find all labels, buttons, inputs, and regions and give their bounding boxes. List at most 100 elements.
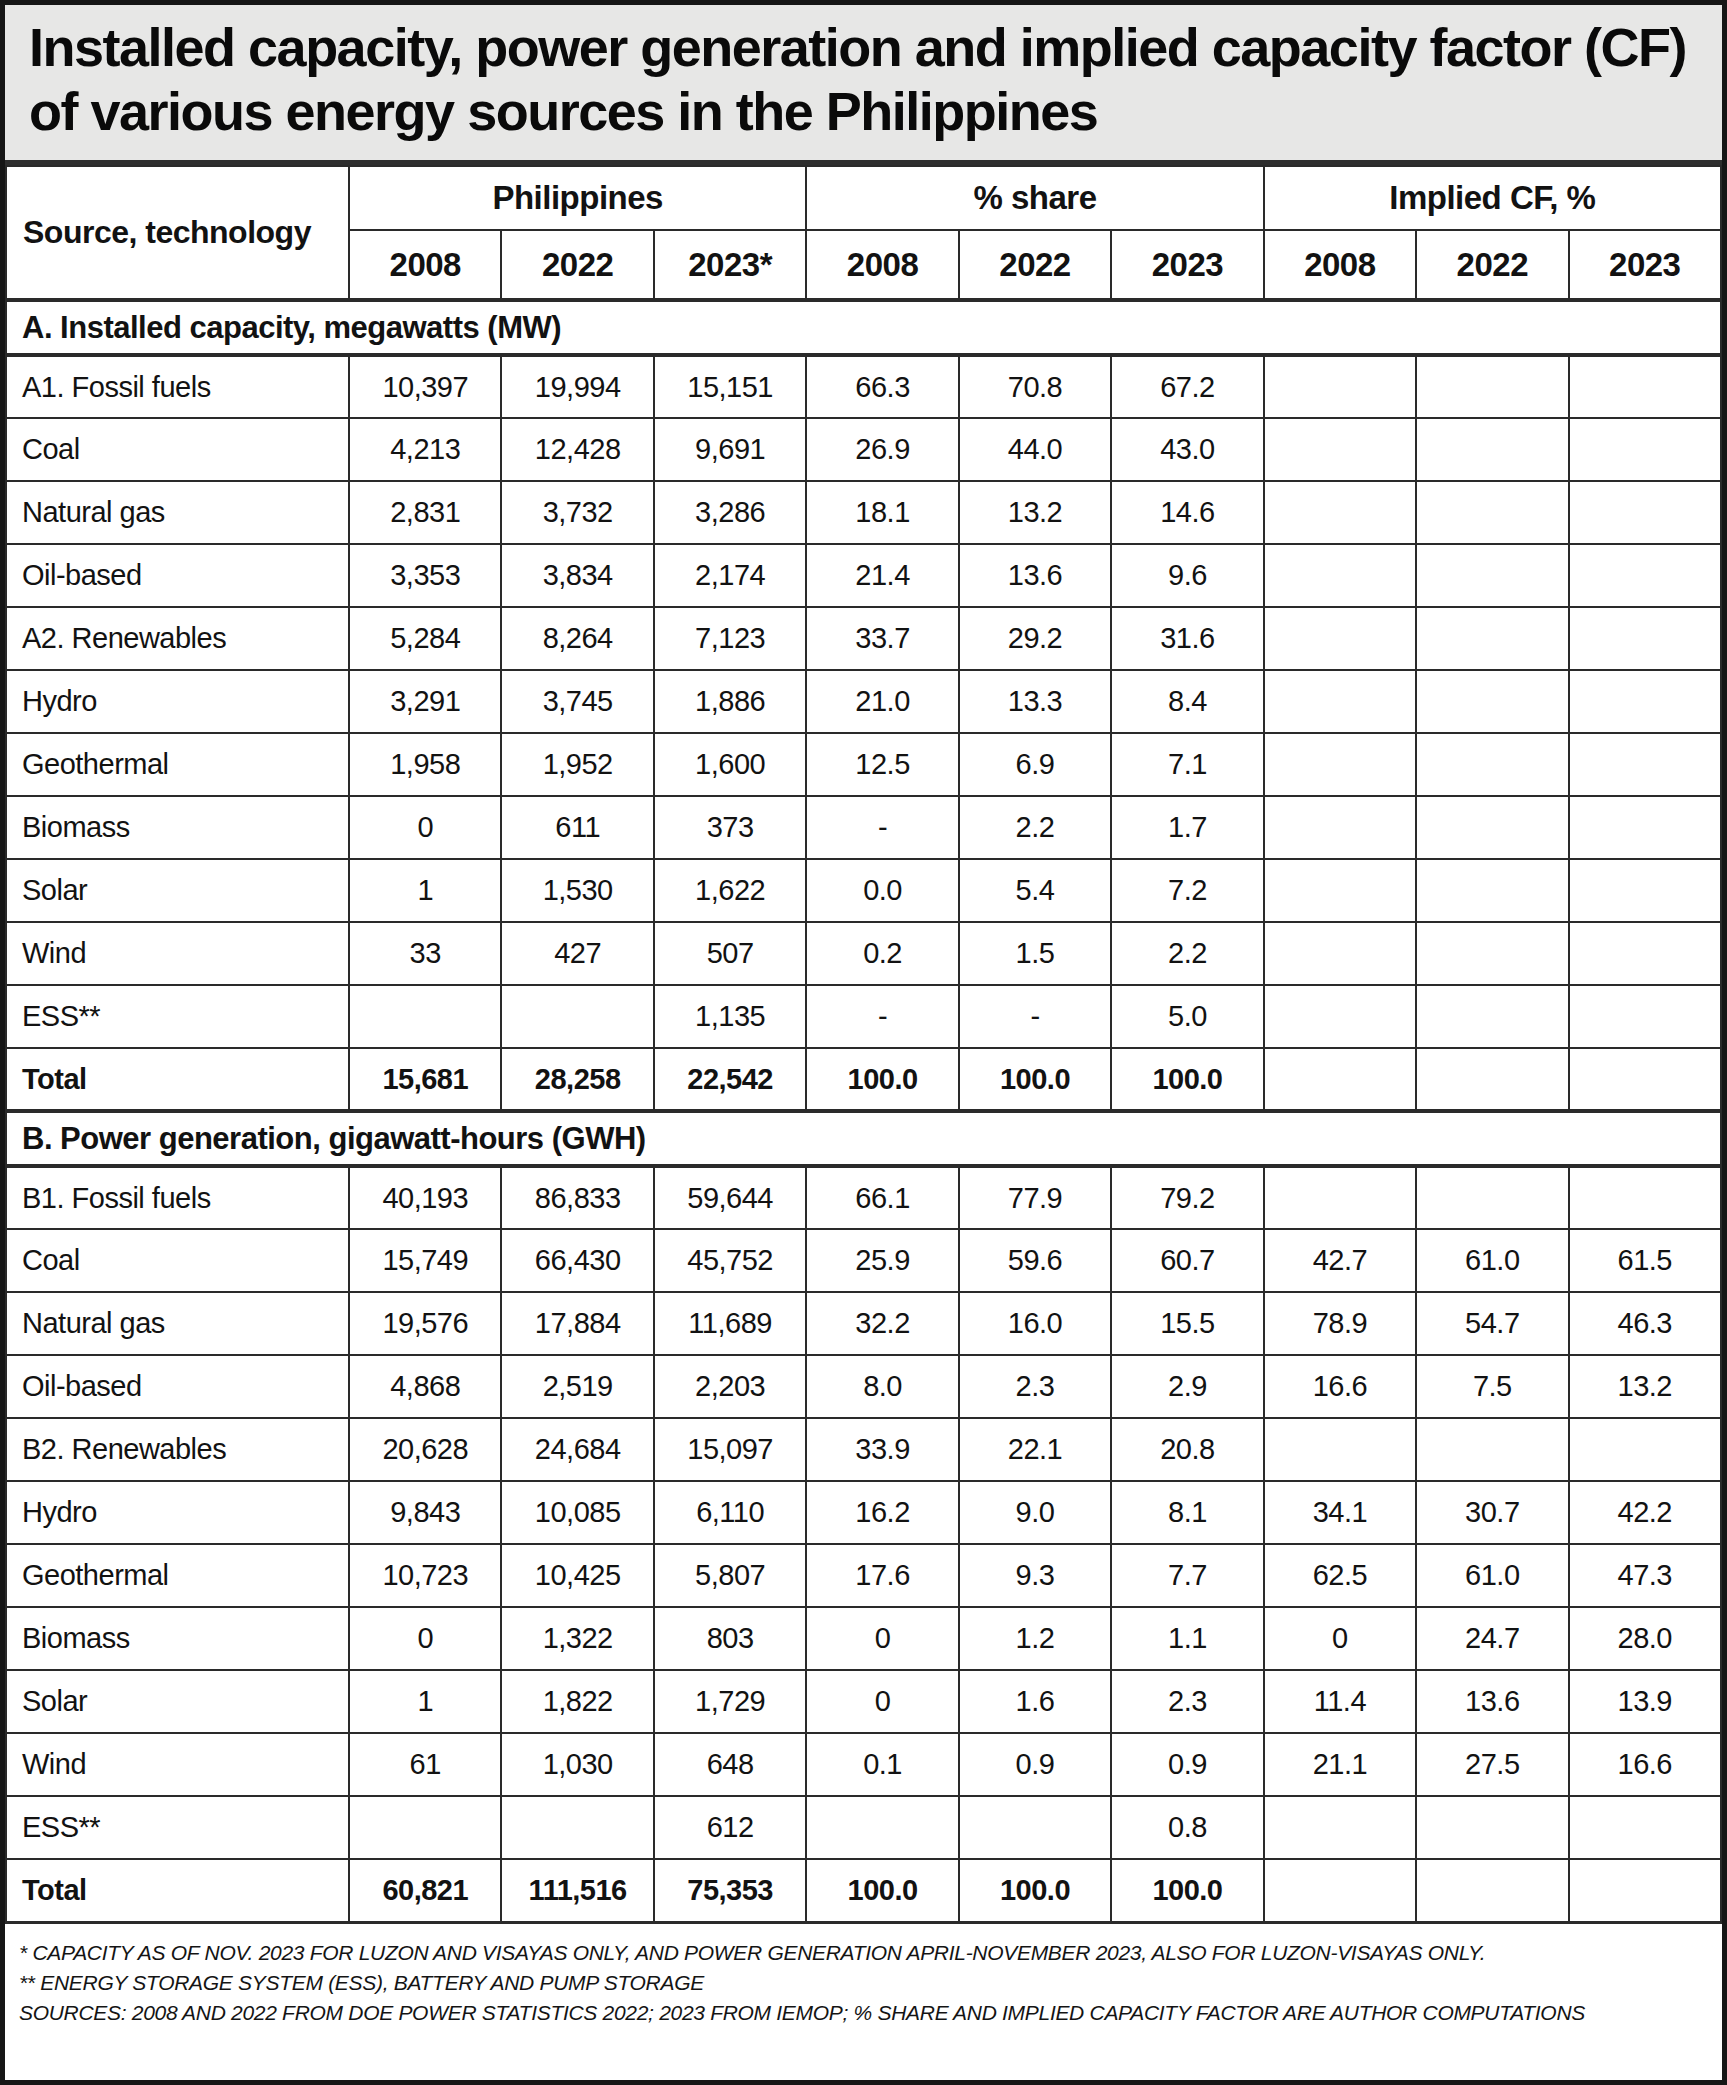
row-label: Solar [6,1670,349,1733]
value-cell: 0 [349,796,501,859]
row-label: Biomass [6,796,349,859]
value-cell: 611 [501,796,653,859]
value-cell: 3,834 [501,544,653,607]
value-cell [501,1796,653,1859]
value-cell: 1 [349,1670,501,1733]
table-row: Natural gas2,8313,7323,28618.113.214.6 [6,481,1721,544]
row-label: Wind [6,922,349,985]
table-row: Geothermal1,9581,9521,60012.56.97.1 [6,733,1721,796]
value-cell: 0.0 [806,859,958,922]
value-cell: - [806,985,958,1048]
value-cell: 100.0 [1111,1859,1263,1922]
value-cell: 1.6 [959,1670,1111,1733]
value-cell: 22.1 [959,1418,1111,1481]
row-label: A1. Fossil fuels [6,355,349,418]
value-cell: 20.8 [1111,1418,1263,1481]
value-cell [1569,481,1721,544]
row-label: Natural gas [6,1292,349,1355]
value-cell [1416,922,1568,985]
value-cell: 18.1 [806,481,958,544]
table-row: Coal4,21312,4289,69126.944.043.0 [6,418,1721,481]
value-cell: 16.6 [1569,1733,1721,1796]
value-cell [1569,1166,1721,1229]
value-cell: 2.9 [1111,1355,1263,1418]
group-header-implied-cf: Implied CF, % [1264,166,1721,230]
value-cell [1569,1048,1721,1111]
value-cell: 648 [654,1733,806,1796]
value-cell: 30.7 [1416,1481,1568,1544]
value-cell: 60,821 [349,1859,501,1922]
value-cell: 0.8 [1111,1796,1263,1859]
value-cell: 11,689 [654,1292,806,1355]
value-cell [1264,733,1416,796]
value-cell: 44.0 [959,418,1111,481]
value-cell: - [806,796,958,859]
table-row: A1. Fossil fuels10,39719,99415,15166.370… [6,355,1721,418]
value-cell [1416,859,1568,922]
value-cell: 10,723 [349,1544,501,1607]
value-cell: 803 [654,1607,806,1670]
value-cell [1264,670,1416,733]
value-cell: 5.4 [959,859,1111,922]
table-row: Oil-based3,3533,8342,17421.413.69.6 [6,544,1721,607]
row-label: Hydro [6,1481,349,1544]
value-cell: 7,123 [654,607,806,670]
table-row: ESS**6120.8 [6,1796,1721,1859]
section-header-row: A. Installed capacity, megawatts (MW) [6,300,1721,355]
value-cell: 66,430 [501,1229,653,1292]
value-cell [1416,733,1568,796]
value-cell: 21.4 [806,544,958,607]
value-cell: 26.9 [806,418,958,481]
year-header: 2008 [806,230,958,300]
value-cell: 1 [349,859,501,922]
value-cell: 7.1 [1111,733,1263,796]
value-cell: 17.6 [806,1544,958,1607]
value-cell: 28.0 [1569,1607,1721,1670]
table-row: Wind611,0306480.10.90.921.127.516.6 [6,1733,1721,1796]
value-cell: 1,600 [654,733,806,796]
value-cell: 86,833 [501,1166,653,1229]
value-cell: 45,752 [654,1229,806,1292]
value-cell: 13.2 [1569,1355,1721,1418]
value-cell: 77.9 [959,1166,1111,1229]
value-cell [1569,796,1721,859]
section-header: A. Installed capacity, megawatts (MW) [6,300,1721,355]
value-cell: 78.9 [1264,1292,1416,1355]
value-cell [349,1796,501,1859]
value-cell: 427 [501,922,653,985]
value-cell: 612 [654,1796,806,1859]
table-row: Hydro9,84310,0856,11016.29.08.134.130.74… [6,1481,1721,1544]
value-cell: 15,681 [349,1048,501,1111]
value-cell: 32.2 [806,1292,958,1355]
value-cell: 28,258 [501,1048,653,1111]
value-cell [1569,985,1721,1048]
value-cell: 9,691 [654,418,806,481]
value-cell: 7.2 [1111,859,1263,922]
value-cell: 70.8 [959,355,1111,418]
value-cell: 1.1 [1111,1607,1263,1670]
year-header: 2023 [1569,230,1721,300]
value-cell [1264,859,1416,922]
value-cell: 20,628 [349,1418,501,1481]
row-label: Biomass [6,1607,349,1670]
value-cell: 61 [349,1733,501,1796]
value-cell: 3,353 [349,544,501,607]
value-cell [1416,670,1568,733]
table-row: Total15,68128,25822,542100.0100.0100.0 [6,1048,1721,1111]
table-row: A2. Renewables5,2848,2647,12333.729.231.… [6,607,1721,670]
value-cell [1569,859,1721,922]
row-label: Total [6,1859,349,1922]
table-row: Wind334275070.21.52.2 [6,922,1721,985]
value-cell: 67.2 [1111,355,1263,418]
value-cell: 1,030 [501,1733,653,1796]
value-cell: 15.5 [1111,1292,1263,1355]
value-cell: 54.7 [1416,1292,1568,1355]
value-cell: 24.7 [1416,1607,1568,1670]
table-row: Natural gas19,57617,88411,68932.216.015.… [6,1292,1721,1355]
value-cell: 1,729 [654,1670,806,1733]
value-cell: 4,213 [349,418,501,481]
value-cell [1416,1859,1568,1922]
value-cell: 10,397 [349,355,501,418]
value-cell: 2.3 [959,1355,1111,1418]
table-header: Source, technology Philippines % share I… [6,166,1721,300]
